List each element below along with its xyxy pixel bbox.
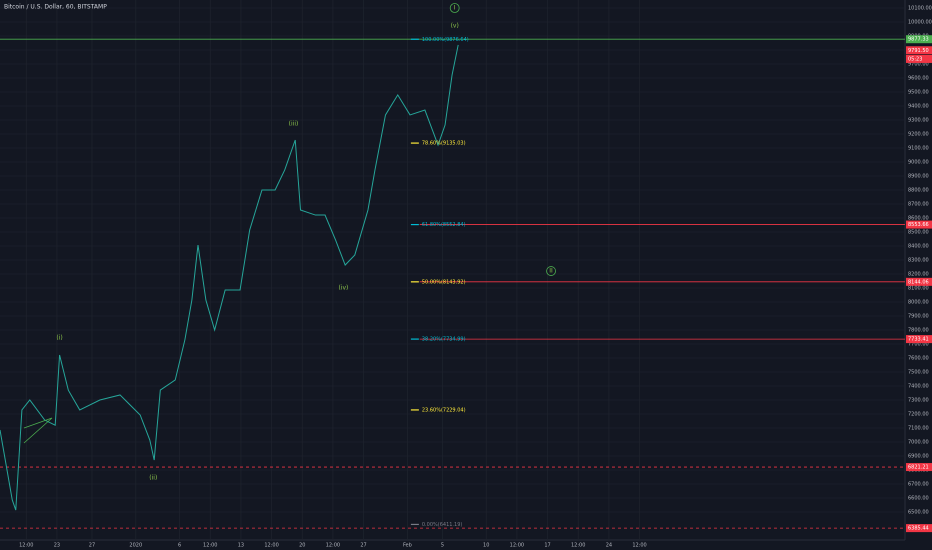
x-tick-label: 23 [54, 543, 60, 549]
price-label-box [906, 463, 932, 472]
x-tick-label: 20 [299, 543, 305, 549]
y-tick-label: 7900.00 [908, 313, 929, 319]
wave-label: (v) [451, 23, 459, 30]
y-tick-label: 8300.00 [908, 257, 929, 263]
y-tick-label: 9300.00 [908, 117, 929, 123]
x-tick-label: 2020 [129, 543, 142, 549]
y-tick-label: 7500.00 [908, 369, 929, 375]
x-tick-label: 12:00 [510, 543, 524, 549]
x-tick-label: 24 [606, 543, 612, 549]
wave-label: (i) [56, 334, 62, 341]
x-tick-label: 12:00 [203, 543, 217, 549]
x-tick-label: 12:00 [632, 543, 646, 549]
y-tick-label: 8000.00 [908, 299, 929, 305]
price-label-box [906, 335, 932, 344]
y-tick-label: 9500.00 [908, 89, 929, 95]
wave-label: I [454, 4, 456, 11]
x-tick-label: 27 [89, 543, 95, 549]
y-tick-label: 7700.00 [908, 341, 929, 347]
y-tick-label: 7600.00 [908, 355, 929, 361]
wave-circle [546, 266, 556, 276]
y-tick-label: 7800.00 [908, 327, 929, 333]
fib-label: 61.80%(8552.84) [422, 222, 466, 228]
y-tick-label: 8200.00 [908, 271, 929, 277]
price-line [0, 44, 459, 511]
x-tick-label: 12:00 [571, 543, 585, 549]
price-label: 05:23 [908, 56, 922, 62]
y-tick-label: 9000.00 [908, 159, 929, 165]
y-tick-label: 8900.00 [908, 173, 929, 179]
y-tick-label: 8500.00 [908, 229, 929, 235]
wave-label: (ii) [149, 474, 157, 481]
x-tick-label: 17 [544, 543, 550, 549]
x-tick-label: 13 [238, 543, 244, 549]
price-label-box [906, 35, 932, 44]
y-tick-label: 9200.00 [908, 131, 929, 137]
y-tick-label: 7300.00 [908, 397, 929, 403]
wave-circle [449, 3, 460, 13]
price-label: 8553.66 [908, 222, 929, 228]
price-label-box [906, 46, 932, 55]
y-tick-label: 9400.00 [908, 103, 929, 109]
wave-label: II [549, 268, 553, 275]
y-tick-label: 10100.00 [908, 5, 932, 11]
y-tick-label: 8700.00 [908, 201, 929, 207]
price-label: 9877.33 [908, 37, 929, 43]
y-tick-label: 7400.00 [908, 383, 929, 389]
y-tick-label: 9100.00 [908, 145, 929, 151]
x-tick-label: 6 [178, 543, 181, 549]
y-tick-label: 7200.00 [908, 411, 929, 417]
price-label-box [906, 54, 932, 63]
fib-label: 100.00%(9876.64) [422, 37, 469, 43]
wave-label: (iii) [289, 121, 299, 128]
price-label-box [906, 277, 932, 286]
triangle-drawing [23, 417, 53, 444]
y-tick-label: 6600.00 [908, 495, 929, 501]
y-tick-label: 8600.00 [908, 215, 929, 221]
y-tick-label: 9700.00 [908, 61, 929, 67]
x-tick-label: 5 [441, 543, 444, 549]
price-label-box [906, 524, 932, 533]
price-label-box [906, 220, 932, 229]
y-tick-label: 7000.00 [908, 439, 929, 445]
x-tick-label: 27 [360, 543, 366, 549]
fib-label: 38.20%(7734.99) [422, 337, 466, 343]
y-tick-label: 6900.00 [908, 453, 929, 459]
y-tick-label: 10000.00 [908, 19, 932, 25]
chart-title: Bitcoin / U.S. Dollar, 60, BITSTAMP [4, 4, 107, 11]
price-label: 9791.50 [908, 48, 929, 54]
x-tick-label: 10 [483, 543, 489, 549]
price-axis [905, 0, 932, 550]
fib-label: 0.00%(6411.19) [422, 522, 463, 528]
y-tick-label: 6500.00 [908, 509, 929, 515]
y-tick-label: 8800.00 [908, 187, 929, 193]
x-tick-label: 12:00 [326, 543, 340, 549]
wave-label: (iv) [338, 284, 348, 291]
price-label: 6821.21 [908, 465, 929, 471]
price-label: 8144.06 [908, 279, 929, 285]
y-tick-label: 8400.00 [908, 243, 929, 249]
y-tick-label: 9600.00 [908, 75, 929, 81]
y-tick-label: 7100.00 [908, 425, 929, 431]
x-tick-label: 12:00 [19, 543, 33, 549]
fib-label: 78.60%(9135.03) [422, 141, 466, 147]
x-tick-label: 12:00 [264, 543, 278, 549]
x-tick-label: Feb [403, 543, 412, 549]
price-label: 6385.44 [908, 526, 929, 532]
price-label: 7733.41 [908, 337, 929, 343]
y-tick-label: 6700.00 [908, 481, 929, 487]
y-tick-label: 8100.00 [908, 285, 929, 291]
fib-label: 50.00%(8143.92) [422, 279, 466, 285]
fib-label: 23.60%(7229.04) [422, 407, 466, 413]
